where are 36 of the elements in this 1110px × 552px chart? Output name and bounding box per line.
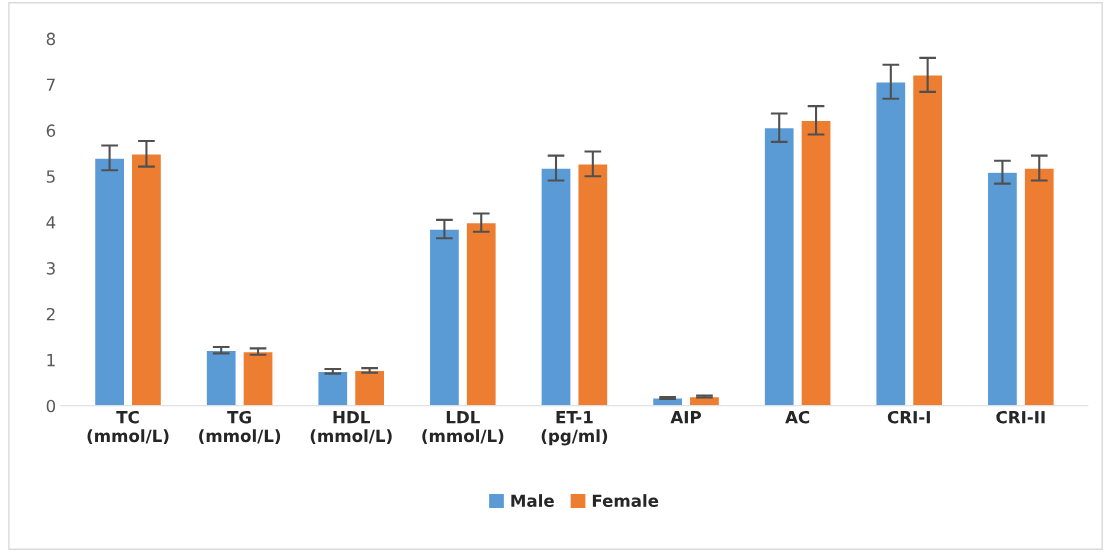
bar — [875, 81, 907, 406]
x-tick-label: CRI-I — [887, 410, 930, 424]
x-tick-label: CRI-II — [996, 410, 1045, 424]
bar — [205, 349, 237, 406]
bar — [353, 369, 386, 406]
y-tick-label: 5 — [46, 170, 55, 183]
bar — [130, 153, 163, 406]
y-tick-label: 1 — [47, 354, 55, 367]
bar — [428, 228, 461, 406]
y-tick-label: 0 — [46, 399, 56, 413]
legend-label: Female — [592, 494, 659, 508]
legend-label: Male — [511, 494, 554, 508]
bar — [763, 126, 795, 406]
bar — [540, 167, 572, 406]
x-tick-label: TG (mmol/L) — [199, 410, 281, 445]
bar — [986, 171, 1019, 406]
y-tick-label: 6 — [46, 124, 56, 137]
x-tick-label: ET-1 (pg/ml) — [541, 411, 608, 446]
y-tick-label: 2 — [46, 307, 55, 321]
x-tick-label: TC (mmol/L) — [87, 410, 169, 445]
x-tick-label: LDL (mmol/L) — [422, 411, 504, 445]
bar — [317, 370, 349, 406]
x-tick-label: AIP — [670, 411, 701, 424]
bar — [911, 74, 944, 406]
y-tick-label: 7 — [46, 78, 55, 91]
y-tick-label: 4 — [46, 216, 56, 229]
bar — [93, 157, 126, 406]
bar — [800, 119, 832, 406]
bar — [465, 221, 497, 406]
x-tick-label: AC — [785, 410, 810, 424]
y-tick-label: 8 — [46, 32, 56, 46]
y-tick-label: 3 — [46, 262, 55, 275]
bar — [242, 350, 274, 406]
x-tick-label: HDL (mmol/L) — [310, 411, 392, 445]
bar — [577, 163, 609, 406]
bar — [1023, 167, 1056, 406]
